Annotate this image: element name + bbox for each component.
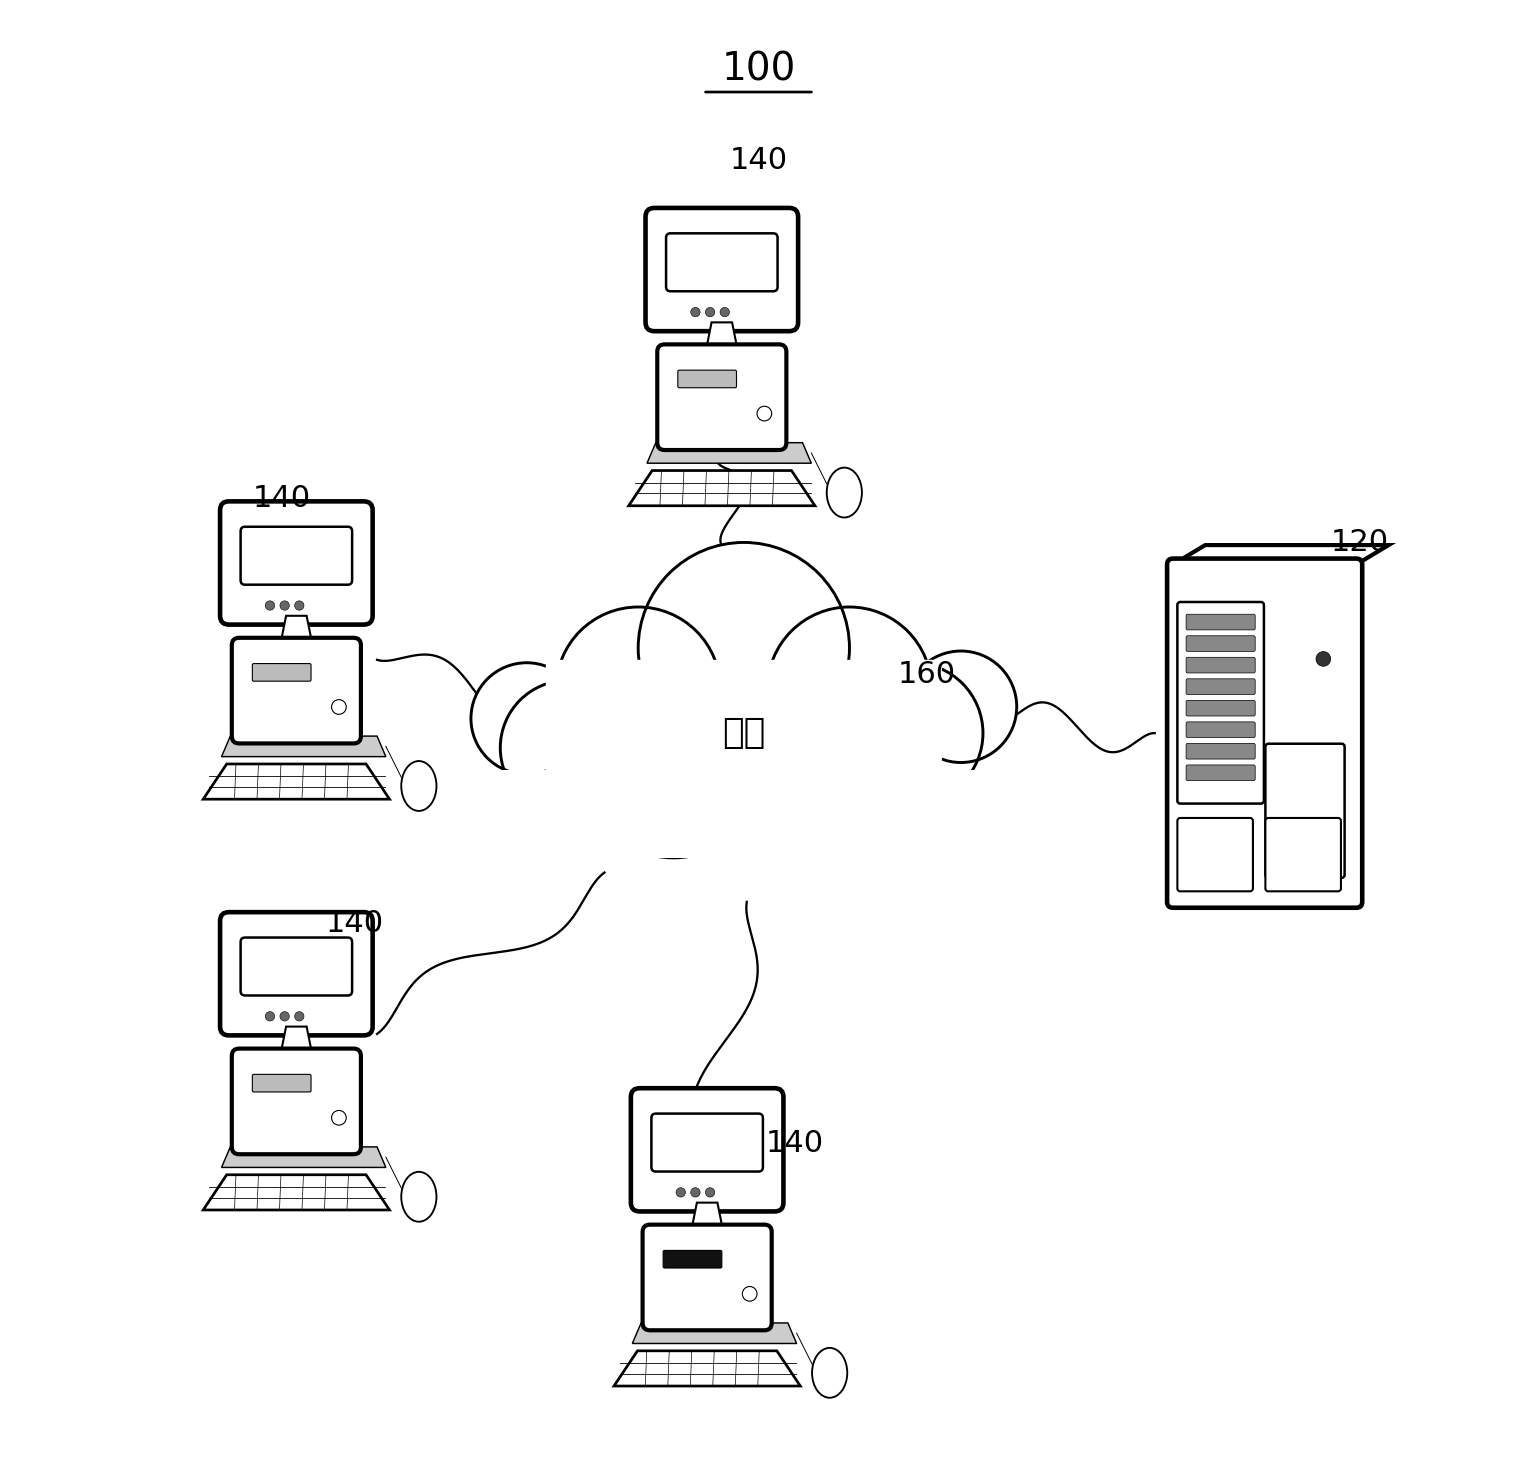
Circle shape [721, 308, 730, 317]
FancyBboxPatch shape [643, 1225, 772, 1330]
Circle shape [332, 1111, 346, 1126]
Circle shape [727, 674, 903, 850]
FancyBboxPatch shape [241, 527, 352, 585]
Circle shape [265, 1012, 275, 1020]
FancyBboxPatch shape [1167, 558, 1362, 908]
Text: 140: 140 [766, 1130, 824, 1158]
FancyBboxPatch shape [1186, 658, 1255, 672]
Circle shape [281, 1012, 290, 1020]
Circle shape [294, 1012, 303, 1020]
FancyBboxPatch shape [1186, 743, 1255, 760]
Polygon shape [705, 323, 737, 351]
FancyBboxPatch shape [678, 370, 736, 388]
Polygon shape [1173, 545, 1388, 564]
Circle shape [557, 607, 721, 772]
Ellipse shape [827, 468, 862, 517]
Ellipse shape [812, 1348, 848, 1398]
Polygon shape [646, 443, 812, 464]
Circle shape [332, 699, 346, 714]
Circle shape [294, 601, 303, 610]
Circle shape [757, 406, 772, 421]
Polygon shape [221, 1146, 385, 1167]
FancyBboxPatch shape [220, 502, 373, 625]
Circle shape [639, 542, 850, 754]
Text: 140: 140 [730, 147, 787, 175]
FancyBboxPatch shape [1186, 678, 1255, 695]
FancyBboxPatch shape [1265, 743, 1344, 878]
Ellipse shape [402, 761, 437, 812]
FancyBboxPatch shape [546, 661, 942, 807]
Polygon shape [281, 1026, 313, 1056]
FancyBboxPatch shape [651, 1114, 763, 1171]
Polygon shape [614, 1351, 801, 1386]
FancyBboxPatch shape [232, 638, 361, 743]
FancyBboxPatch shape [1186, 764, 1255, 780]
Polygon shape [633, 1323, 796, 1343]
FancyBboxPatch shape [1177, 818, 1253, 892]
FancyBboxPatch shape [220, 912, 373, 1035]
FancyBboxPatch shape [646, 207, 798, 332]
FancyBboxPatch shape [241, 937, 352, 995]
Circle shape [690, 308, 701, 317]
FancyBboxPatch shape [657, 345, 786, 450]
Polygon shape [281, 616, 313, 646]
FancyBboxPatch shape [663, 1250, 722, 1268]
Polygon shape [628, 471, 815, 507]
Polygon shape [203, 1174, 390, 1210]
FancyBboxPatch shape [232, 1049, 361, 1154]
Text: 140: 140 [326, 909, 384, 939]
Circle shape [705, 1188, 715, 1197]
Text: 160: 160 [898, 661, 956, 689]
FancyBboxPatch shape [495, 770, 994, 857]
Circle shape [281, 601, 290, 610]
FancyBboxPatch shape [252, 663, 311, 681]
Circle shape [586, 681, 762, 857]
Polygon shape [221, 736, 385, 757]
FancyBboxPatch shape [1177, 601, 1264, 804]
FancyBboxPatch shape [1186, 615, 1255, 629]
FancyBboxPatch shape [1265, 818, 1341, 892]
Ellipse shape [402, 1171, 437, 1222]
FancyBboxPatch shape [1186, 701, 1255, 715]
Text: 100: 100 [721, 50, 796, 89]
Circle shape [690, 1188, 701, 1197]
FancyBboxPatch shape [252, 1074, 311, 1091]
Text: 网络: 网络 [722, 717, 766, 751]
Text: 140: 140 [253, 484, 311, 512]
FancyBboxPatch shape [631, 1089, 783, 1211]
Text: 120: 120 [1330, 527, 1390, 557]
FancyBboxPatch shape [666, 234, 778, 292]
Polygon shape [692, 1203, 724, 1232]
Circle shape [501, 680, 636, 816]
Polygon shape [203, 764, 390, 800]
Circle shape [742, 1287, 757, 1302]
Circle shape [1317, 652, 1330, 666]
Circle shape [842, 662, 983, 804]
FancyBboxPatch shape [1186, 635, 1255, 652]
Circle shape [768, 607, 931, 772]
Circle shape [470, 662, 583, 775]
Circle shape [677, 1188, 686, 1197]
Circle shape [705, 308, 715, 317]
FancyBboxPatch shape [1186, 721, 1255, 738]
Circle shape [265, 601, 275, 610]
Circle shape [906, 652, 1016, 763]
